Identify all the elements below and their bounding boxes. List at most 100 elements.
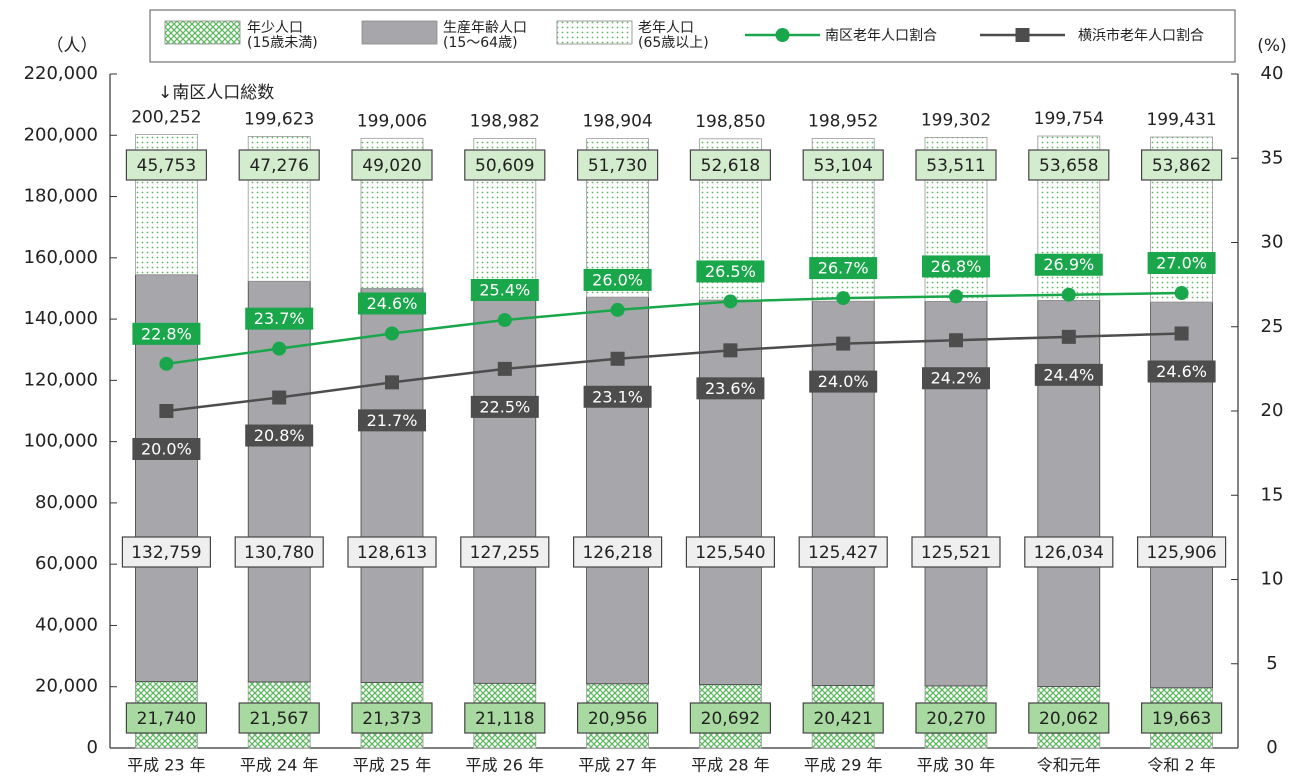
line-point	[272, 390, 287, 405]
working-label-box	[1024, 536, 1114, 568]
elderly-label-box	[802, 149, 884, 181]
line-point	[1061, 287, 1076, 302]
line-label-box	[696, 377, 765, 400]
y-tick-label: 180,000	[24, 186, 98, 207]
working-label: 125,521	[921, 543, 991, 563]
total-label: 199,006	[357, 111, 427, 131]
line-label-box	[809, 257, 878, 280]
y-axis-label: （人）	[47, 36, 98, 56]
x-tick-label: 令和 2 年	[1147, 756, 1215, 775]
line-label-box	[922, 255, 990, 278]
line-label: 24.6%	[1156, 362, 1207, 381]
elderly-label-box	[464, 149, 546, 181]
x-tick-label: 平成 26 年	[466, 756, 545, 775]
working-label-box	[234, 536, 324, 568]
line-point	[836, 291, 851, 306]
elderly-label: 49,020	[362, 156, 421, 176]
elderly-label: 45,753	[137, 156, 196, 176]
line-point	[1174, 326, 1189, 341]
elderly-label-box	[238, 149, 320, 181]
line-label-box	[1034, 253, 1103, 276]
working-label: 126,218	[582, 543, 652, 563]
line-label: 24.0%	[818, 372, 869, 391]
line-point	[497, 361, 512, 376]
line-point	[1174, 286, 1189, 301]
elderly-label: 47,276	[249, 156, 308, 176]
elderly-label-box	[1140, 149, 1223, 181]
line-label: 24.4%	[1043, 365, 1094, 384]
line-label: 25.4%	[479, 281, 530, 300]
line-point	[949, 333, 963, 348]
y-tick-label: 40,000	[35, 614, 98, 635]
y2-tick-label: 35	[1261, 147, 1284, 168]
legend-swatch	[556, 20, 633, 45]
line-label: 22.8%	[141, 324, 192, 343]
y-tick-label: 80,000	[35, 492, 98, 513]
working-label-box	[121, 536, 212, 568]
working-label-box	[798, 536, 888, 568]
x-tick-label: 平成 24 年	[240, 756, 319, 775]
working-label: 126,034	[1034, 543, 1104, 563]
line-label: 23.6%	[705, 379, 756, 398]
y2-tick-label: 0	[1266, 737, 1277, 758]
line-point	[159, 356, 174, 371]
elderly-label-box	[351, 149, 433, 181]
legend-label: 南区老年人口割合	[825, 27, 937, 44]
young-label-box	[1028, 702, 1110, 734]
legend-marker	[775, 28, 790, 42]
line-label: 23.7%	[254, 309, 305, 328]
line-label-box	[470, 279, 539, 302]
elderly-label-box	[125, 149, 208, 181]
line-label: 20.8%	[254, 426, 305, 445]
total-label: 199,623	[244, 109, 314, 129]
young-label: 20,421	[813, 709, 872, 729]
line-label-box	[809, 370, 878, 393]
line-point	[385, 326, 399, 341]
young-label-box	[351, 702, 433, 734]
line-label-box	[1147, 252, 1216, 275]
total-label: 198,982	[470, 111, 540, 131]
x-tick-label: 令和元年	[1037, 756, 1101, 775]
line-label: 26.9%	[1043, 255, 1094, 274]
y-tick-label: 220,000	[24, 63, 98, 84]
line-point	[836, 336, 851, 351]
x-tick-label: 平成 27 年	[578, 756, 657, 775]
bar-working	[1037, 300, 1101, 687]
line-point	[159, 404, 174, 418]
working-label-box	[460, 536, 550, 568]
y2-axis-label: (%)	[1257, 36, 1286, 56]
elderly-label: 53,104	[813, 156, 872, 176]
y-tick-label: 0	[87, 737, 98, 758]
legend-marker	[1015, 28, 1030, 42]
working-label-box	[572, 536, 663, 568]
young-label: 20,956	[588, 709, 647, 729]
y2-tick-label: 30	[1261, 232, 1284, 253]
x-tick-label: 平成 23 年	[127, 756, 206, 775]
young-label-box	[576, 702, 659, 734]
young-label: 19,663	[1152, 709, 1211, 729]
y-tick-label: 120,000	[24, 369, 98, 390]
y-tick-label: 60,000	[35, 553, 98, 574]
line-label-box	[583, 268, 652, 291]
legend-label: 年少人口 (15歳未満)	[247, 20, 318, 51]
young-label: 21,567	[249, 709, 308, 729]
y-tick-label: 100,000	[24, 431, 98, 452]
line-label-box	[1147, 360, 1216, 383]
line-label: 22.5%	[479, 397, 530, 416]
bar-working	[811, 300, 875, 686]
elderly-label-box	[689, 149, 772, 181]
line-label-box	[583, 385, 652, 408]
total-label: 198,952	[808, 111, 878, 131]
bar-working	[924, 300, 988, 687]
line-label: 20.0%	[141, 440, 192, 459]
young-label-box	[915, 702, 997, 734]
elderly-label: 53,511	[926, 156, 985, 176]
total-label: 198,904	[582, 112, 652, 132]
young-label-box	[802, 702, 884, 734]
line	[166, 332, 1182, 413]
x-tick-label: 平成 28 年	[691, 756, 770, 775]
line-point	[272, 341, 287, 356]
young-label-box	[689, 702, 772, 734]
legend-swatch	[164, 20, 241, 45]
